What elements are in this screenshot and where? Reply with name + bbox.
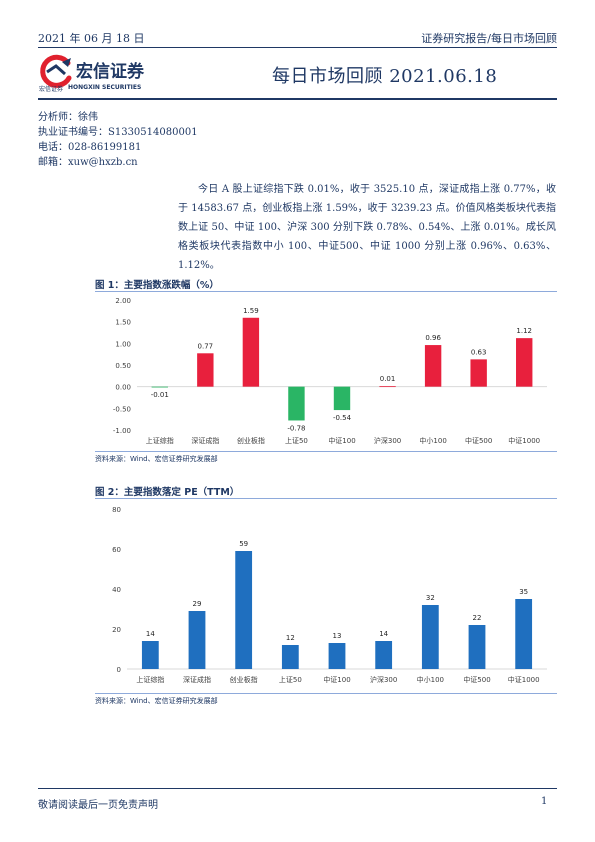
disclaimer-note: 敬请阅读最后一页免责声明 [38, 800, 158, 811]
data-label: 0.63 [471, 348, 487, 356]
report-date: 2021 年 06 月 18 日 [38, 32, 145, 45]
page-number: 1 [541, 796, 548, 807]
data-label: 22 [473, 614, 482, 622]
category-label: 中小100 [417, 675, 444, 684]
y-tick-label: 2.00 [115, 297, 131, 305]
bar [197, 353, 214, 387]
category-label: 沪深300 [374, 436, 401, 445]
bar [515, 599, 533, 669]
y-tick-label: 40 [112, 586, 121, 594]
bar [235, 551, 253, 669]
bar [468, 625, 486, 669]
category-label: 中证500 [463, 675, 490, 684]
category-label: 上证50 [285, 436, 308, 445]
bar [242, 317, 260, 387]
figure2-divider [95, 498, 557, 499]
category-label: 中证1000 [508, 675, 540, 684]
category-label: 上证50 [279, 675, 302, 684]
analyst-phone: 电话：028-86199181 [38, 142, 142, 153]
logo-name: 宏信证券 [76, 62, 144, 82]
figure2-source: 资料来源：Wind、宏信证券研究发展部 [95, 697, 218, 705]
logo-name-small: 宏信证券 [39, 86, 64, 93]
report-category: 证券研究报告/每日市场回顾 [421, 32, 557, 45]
category-label: 深证成指 [183, 675, 211, 684]
bar [516, 338, 533, 387]
category-label: 中小100 [419, 436, 446, 445]
company-logo: 宏信证券 宏信证券 HONGXIN SECURITIES [38, 54, 168, 94]
data-label: 1.12 [516, 327, 532, 335]
y-tick-label: 0.50 [115, 362, 131, 370]
data-label: 32 [426, 594, 435, 602]
report-title: 每日市场回顾 2021.06.18 [272, 66, 498, 87]
category-label: 创业板指 [230, 675, 258, 684]
market-summary: 今日 A 股上证综指下跌 0.01%，收于 3525.10 点，深证成指上涨 0… [178, 184, 556, 271]
analyst-name: 分析师：徐伟 [38, 112, 98, 123]
y-tick-label: 0.00 [115, 384, 131, 392]
y-tick-label: 0 [117, 666, 121, 674]
bar [328, 643, 346, 669]
bar [141, 641, 159, 669]
bar [151, 386, 168, 388]
y-tick-label: 20 [112, 626, 121, 634]
category-label: 沪深300 [370, 675, 397, 684]
y-tick-label: -1.00 [113, 427, 131, 435]
data-label: 1.59 [243, 307, 259, 315]
bar [375, 641, 393, 669]
figure1-divider [95, 291, 557, 292]
data-label: 35 [519, 588, 528, 596]
category-label: 中证1000 [508, 436, 540, 445]
figure2-bottom-divider [95, 693, 557, 694]
category-label: 上证综指 [146, 436, 174, 445]
title-divider [38, 98, 557, 100]
bar [333, 386, 351, 411]
figure1-bottom-divider [95, 451, 557, 452]
data-label: -0.01 [151, 391, 169, 399]
category-label: 深证成指 [191, 436, 219, 445]
data-label: 0.01 [380, 375, 396, 383]
figure2-title: 图 2：主要指数落定 PE（TTM） [95, 487, 240, 498]
header-divider [38, 47, 557, 48]
bar [379, 386, 396, 388]
bar [281, 645, 299, 669]
data-label: 13 [333, 632, 342, 640]
y-tick-label: 1.00 [115, 340, 131, 348]
data-label: -0.54 [333, 414, 352, 422]
y-tick-label: -0.50 [113, 405, 131, 413]
y-tick-label: 80 [112, 506, 121, 514]
data-label: 29 [193, 600, 202, 608]
bar [421, 605, 439, 669]
category-label: 中证100 [323, 675, 350, 684]
y-tick-label: 60 [112, 546, 121, 554]
y-tick-label: 1.50 [115, 319, 131, 327]
data-label: 14 [379, 630, 388, 638]
data-label: 12 [286, 634, 295, 642]
bar [188, 611, 206, 669]
category-label: 上证综指 [136, 675, 164, 684]
index-pe-chart: 80 60 40 20 0 14 上证综指 29 深证成指 59 创业板指 12 上证50 13 中证100… [112, 506, 547, 684]
bar [470, 359, 487, 387]
bar [288, 386, 305, 421]
category-label: 创业板指 [237, 436, 265, 445]
data-label: 59 [239, 540, 248, 548]
data-label: 14 [146, 630, 155, 638]
figure1-source: 资料来源：Wind、宏信证券研究发展部 [95, 455, 218, 463]
data-label: 0.77 [198, 342, 214, 350]
analyst-email: 邮箱：xuw@hxzb.cn [38, 157, 138, 168]
category-label: 中证100 [328, 436, 355, 445]
analyst-license: 执业证书编号：S1330514080001 [38, 127, 198, 138]
bar [424, 345, 442, 387]
category-label: 中证500 [465, 436, 492, 445]
data-label: -0.78 [287, 424, 305, 432]
figure1-title: 图 1：主要指数涨跌幅（%） [95, 280, 219, 291]
logo-mark-icon [40, 54, 72, 88]
data-label: 0.96 [425, 334, 441, 342]
logo-name-en: HONGXIN SECURITIES [68, 84, 142, 91]
index-change-chart: 2.00 1.50 1.00 0.50 0.00 -0.50 -1.00 -0.01 上证综指 0… [113, 297, 547, 445]
footer-divider [38, 788, 557, 789]
